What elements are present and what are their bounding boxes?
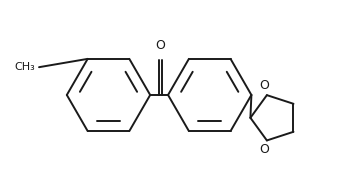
Text: O: O [259,79,269,92]
Text: O: O [259,143,269,156]
Text: O: O [156,39,166,52]
Text: CH₃: CH₃ [14,62,35,72]
